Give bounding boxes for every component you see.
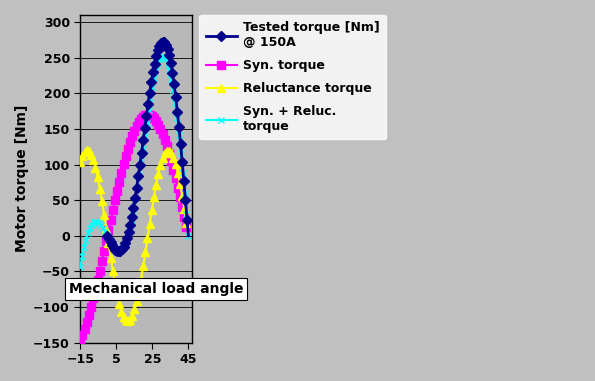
Reluctance torque bbox=[124, 319, 131, 323]
Reluctance torque bbox=[77, 160, 84, 164]
Tested torque [Nm]
@ 150A bbox=[161, 40, 168, 45]
Syn. + Reluc.
torque bbox=[90, 221, 97, 225]
Syn. torque bbox=[155, 124, 162, 128]
Line: Reluctance torque: Reluctance torque bbox=[76, 146, 193, 325]
Syn. torque bbox=[90, 296, 97, 301]
Reluctance torque bbox=[90, 159, 97, 163]
Tested torque [Nm]
@ 150A bbox=[104, 234, 111, 238]
Reluctance torque bbox=[156, 167, 163, 171]
Syn. torque bbox=[145, 112, 152, 117]
Tested torque [Nm]
@ 150A bbox=[159, 40, 167, 44]
Syn. + Reluc.
torque bbox=[77, 264, 84, 269]
Reluctance torque bbox=[112, 286, 120, 290]
Reluctance torque bbox=[155, 169, 162, 174]
Reluctance torque bbox=[185, 234, 192, 238]
Syn. + Reluc.
torque bbox=[155, 59, 162, 64]
Syn. + Reluc.
torque bbox=[145, 109, 152, 114]
Tested torque [Nm]
@ 150A bbox=[137, 160, 144, 165]
Reluctance torque bbox=[120, 314, 127, 319]
Tested torque [Nm]
@ 150A bbox=[117, 248, 124, 253]
Syn. + Reluc.
torque bbox=[155, 60, 162, 65]
Tested torque [Nm]
@ 150A bbox=[151, 61, 158, 66]
Syn. + Reluc.
torque bbox=[185, 234, 192, 238]
Line: Syn. torque: Syn. torque bbox=[76, 110, 193, 345]
Syn. torque bbox=[185, 234, 192, 238]
Tested torque [Nm]
@ 150A bbox=[185, 234, 192, 238]
Syn. torque bbox=[77, 338, 84, 343]
Syn. + Reluc.
torque bbox=[112, 247, 119, 251]
Y-axis label: Motor torque [Nm]: Motor torque [Nm] bbox=[15, 105, 29, 253]
Reluctance torque bbox=[145, 227, 152, 232]
Syn. torque bbox=[112, 196, 119, 200]
Syn. + Reluc.
torque bbox=[120, 244, 127, 249]
Tested torque [Nm]
@ 150A bbox=[182, 202, 189, 207]
Syn. torque bbox=[144, 112, 151, 117]
Text: Mechanical load angle: Mechanical load angle bbox=[68, 282, 243, 296]
Syn. torque bbox=[155, 123, 162, 127]
Syn. torque bbox=[120, 164, 127, 168]
Tested torque [Nm]
@ 150A bbox=[115, 249, 123, 253]
Line: Tested torque [Nm]
@ 150A: Tested torque [Nm] @ 150A bbox=[104, 38, 192, 255]
Tested torque [Nm]
@ 150A bbox=[137, 153, 145, 157]
Line: Syn. + Reluc.
torque: Syn. + Reluc. torque bbox=[77, 53, 192, 270]
Syn. + Reluc.
torque bbox=[159, 54, 167, 58]
Legend: Tested torque [Nm]
@ 150A, Syn. torque, Reluctance torque, Syn. + Reluc.
torque: Tested torque [Nm] @ 150A, Syn. torque, … bbox=[199, 15, 386, 139]
Reluctance torque bbox=[83, 148, 90, 153]
